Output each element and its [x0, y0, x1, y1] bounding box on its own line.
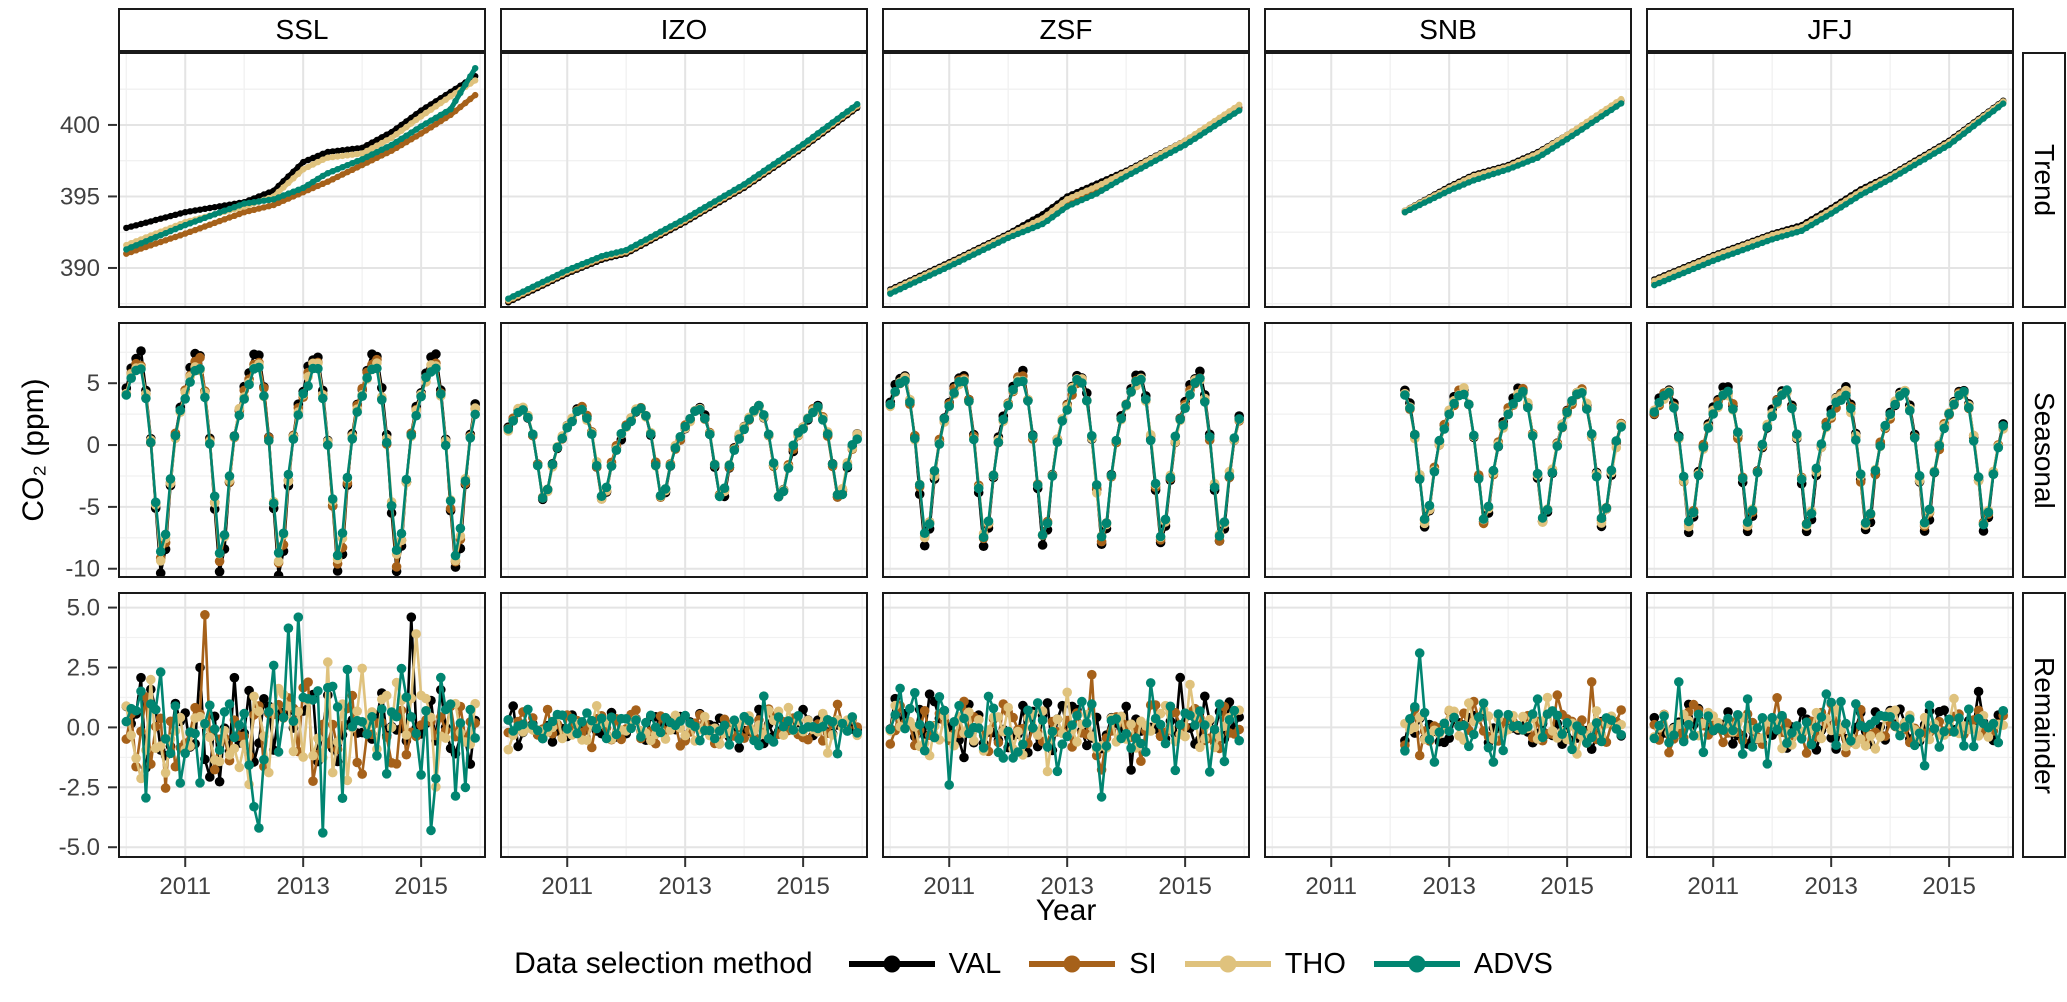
- panel-ZSF-Remainder: [882, 592, 1250, 858]
- svg-text:-5: -5: [79, 494, 100, 521]
- svg-text:2013: 2013: [276, 873, 329, 900]
- svg-text:2013: 2013: [1040, 873, 1093, 900]
- line-dot-key-icon: [1184, 955, 1271, 973]
- legend-label: SI: [1129, 947, 1157, 980]
- legend-label: VAL: [948, 947, 1002, 980]
- y-axis-trend: 400 395 390: [60, 112, 117, 282]
- facet-strip-seasonal: Seasonal: [2022, 322, 2066, 578]
- svg-text:-5.0: -5.0: [59, 834, 100, 858]
- x-axis: 2011 2013 2015 2011 2013 2015 2011 2013 2015 2011…: [159, 858, 1976, 900]
- svg-text:2015: 2015: [1158, 873, 1211, 900]
- svg-text:2011: 2011: [1687, 873, 1739, 900]
- line-dot-key-icon: [1373, 955, 1460, 973]
- svg-text:390: 390: [60, 255, 100, 282]
- svg-text:2011: 2011: [923, 873, 975, 900]
- svg-text:2013: 2013: [1804, 873, 1857, 900]
- svg-text:2015: 2015: [1540, 873, 1593, 900]
- facet-strip-zsf: ZSF: [882, 8, 1250, 52]
- svg-text:0: 0: [87, 432, 100, 459]
- panel-JFJ-Seasonal: [1646, 322, 2014, 578]
- facet-strip-ssl: SSL: [118, 8, 486, 52]
- svg-text:400: 400: [60, 112, 100, 139]
- panel-SSL-Trend: [118, 52, 486, 308]
- svg-text:2011: 2011: [1305, 873, 1357, 900]
- legend: Data selection method VAL SI THO ADVS: [0, 936, 2067, 992]
- legend-entry-tho: THO: [1184, 947, 1346, 981]
- line-dot-key-icon: [1029, 955, 1116, 973]
- svg-text:2015: 2015: [394, 873, 447, 900]
- facet-strip-trend: Trend: [2022, 52, 2066, 308]
- facet-strip-izo: IZO: [500, 8, 868, 52]
- legend-entry-si: SI: [1029, 947, 1157, 981]
- svg-text:0.0: 0.0: [67, 714, 100, 741]
- svg-text:2013: 2013: [658, 873, 711, 900]
- svg-text:2.5: 2.5: [67, 654, 100, 681]
- panel-JFJ-Trend: [1646, 52, 2014, 308]
- svg-text:2015: 2015: [1922, 873, 1975, 900]
- svg-text:-2.5: -2.5: [59, 774, 100, 801]
- svg-text:2013: 2013: [1422, 873, 1475, 900]
- panel-IZO-Remainder: [500, 592, 868, 858]
- panel-SNB-Seasonal: [1264, 322, 1632, 578]
- svg-text:2015: 2015: [776, 873, 829, 900]
- facet-strip-remainder: Remainder: [2022, 592, 2066, 858]
- y-axis-seasonal: 5 0 -5 -10: [65, 370, 117, 578]
- legend-entry-advs: ADVS: [1373, 947, 1553, 981]
- panel-SSL-Remainder: [118, 592, 486, 858]
- legend-title: Data selection method: [514, 947, 813, 980]
- legend-entry-val: VAL: [848, 947, 1002, 981]
- svg-text:-10: -10: [65, 556, 100, 578]
- svg-text:2011: 2011: [541, 873, 593, 900]
- panel-IZO-Trend: [500, 52, 868, 308]
- line-dot-key-icon: [848, 955, 935, 973]
- legend-label: ADVS: [1473, 947, 1553, 980]
- panel-IZO-Seasonal: [500, 322, 868, 578]
- panel-SNB-Trend: [1264, 52, 1632, 308]
- panel-SNB-Remainder: [1264, 592, 1632, 858]
- panel-JFJ-Remainder: [1646, 592, 2014, 858]
- svg-text:395: 395: [60, 183, 100, 210]
- panel-SSL-Seasonal: [118, 322, 486, 578]
- y-axis-remainder: 5.0 2.5 0.0 -2.5 -5.0: [59, 595, 117, 858]
- svg-text:2011: 2011: [159, 873, 211, 900]
- x-axis-title: Year: [1035, 894, 1097, 927]
- facet-strip-snb: SNB: [1264, 8, 1632, 52]
- svg-text:5.0: 5.0: [67, 595, 100, 622]
- panel-ZSF-Seasonal: [882, 322, 1250, 578]
- svg-text:5: 5: [87, 370, 100, 397]
- panel-ZSF-Trend: [882, 52, 1250, 308]
- facet-strip-jfj: JFJ: [1646, 8, 2014, 52]
- legend-label: THO: [1284, 947, 1346, 980]
